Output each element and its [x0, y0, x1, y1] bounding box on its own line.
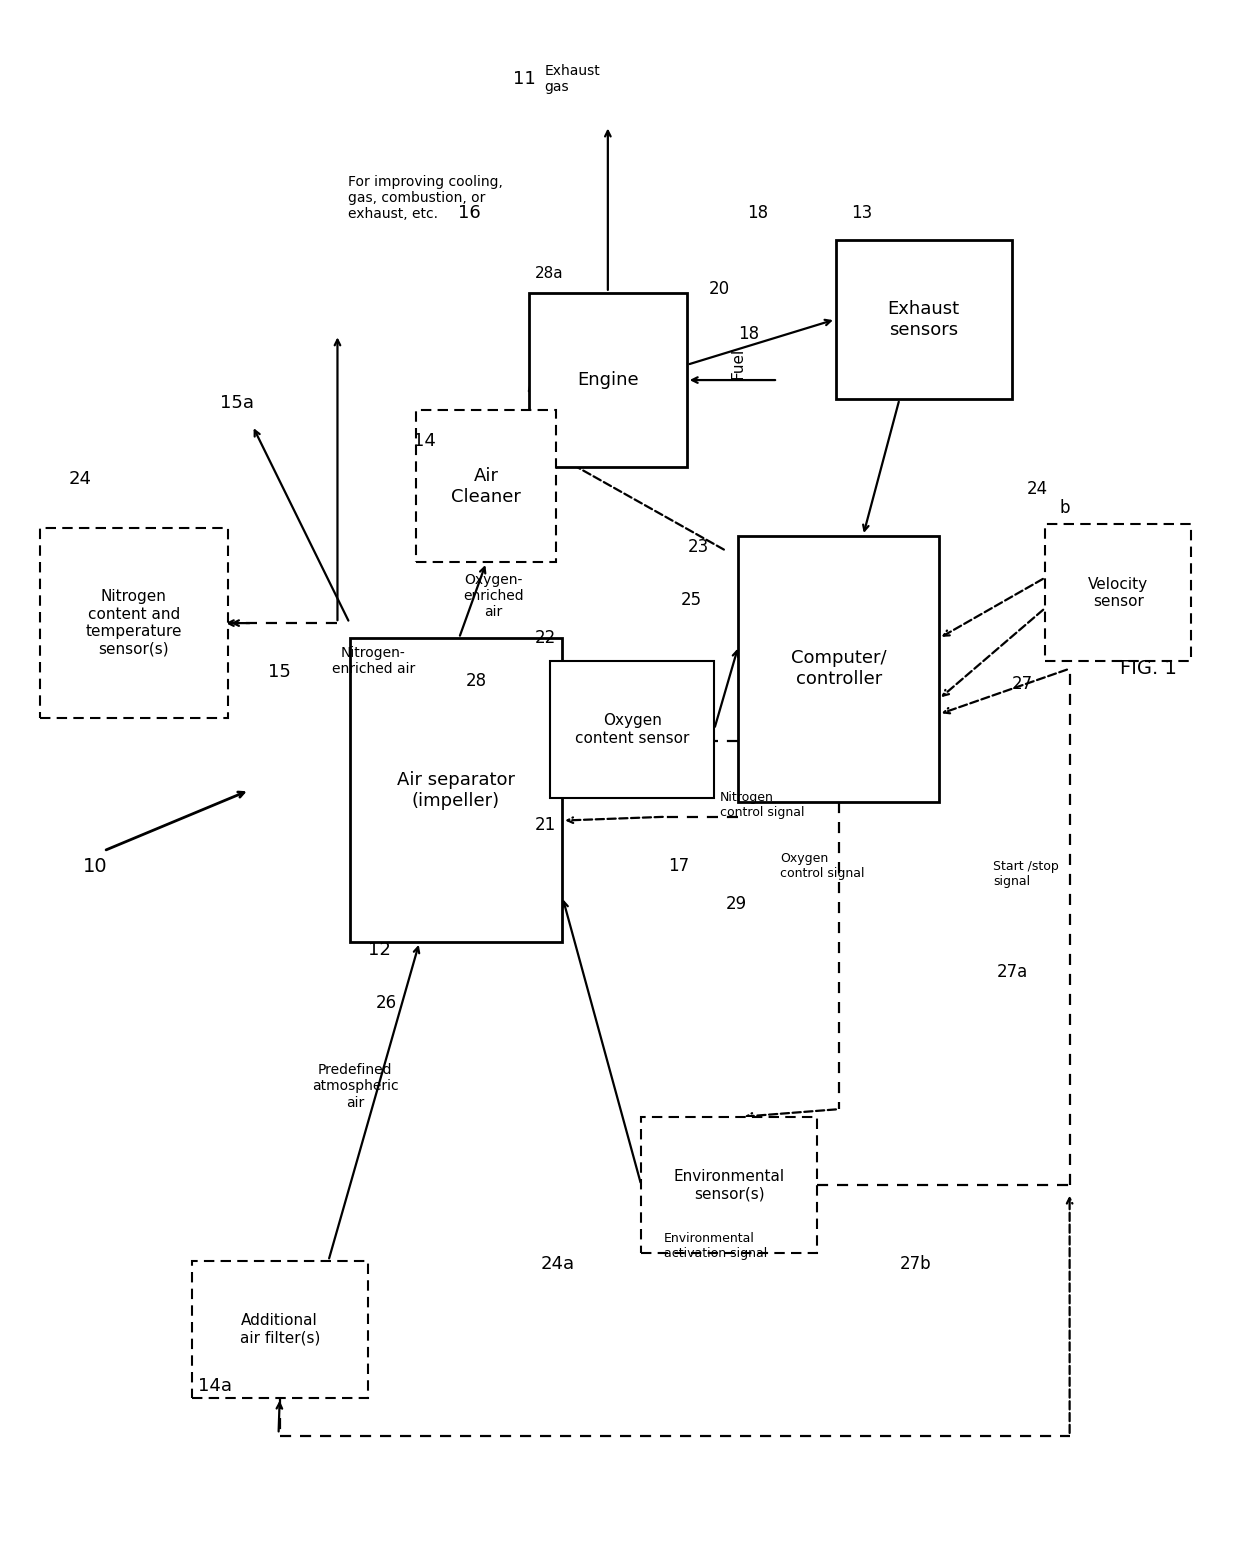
Text: Environmental
activation signal: Environmental activation signal	[663, 1232, 768, 1260]
Text: 25: 25	[681, 591, 702, 609]
Text: Computer/
controller: Computer/ controller	[791, 649, 887, 688]
Text: 29: 29	[725, 894, 746, 913]
Text: Exhaust
sensors: Exhaust sensors	[888, 299, 960, 339]
Text: 18: 18	[738, 326, 759, 344]
Text: Oxygen
control signal: Oxygen control signal	[780, 853, 866, 880]
Text: 10: 10	[83, 857, 108, 876]
Text: 15a: 15a	[221, 394, 254, 412]
Text: 27: 27	[1012, 674, 1033, 693]
Bar	[417, 411, 557, 563]
Bar	[739, 536, 939, 801]
Bar	[528, 293, 687, 468]
Text: 24: 24	[68, 470, 92, 488]
Text: b: b	[1060, 499, 1070, 516]
Bar	[836, 240, 1012, 398]
Bar	[40, 529, 228, 718]
Text: Start /stop
signal: Start /stop signal	[993, 860, 1059, 888]
Text: 20: 20	[709, 281, 730, 298]
Text: 13: 13	[851, 205, 872, 222]
Bar	[551, 660, 714, 798]
Text: 26: 26	[376, 994, 397, 1012]
Text: 21: 21	[534, 817, 557, 834]
Text: 28: 28	[466, 671, 487, 690]
Text: 28a: 28a	[534, 267, 563, 281]
Text: Oxygen
content sensor: Oxygen content sensor	[575, 713, 689, 746]
Bar	[1045, 524, 1192, 660]
Text: 15: 15	[268, 663, 290, 680]
Text: 23: 23	[688, 538, 709, 556]
Text: Nitrogen-
enriched air: Nitrogen- enriched air	[331, 646, 415, 676]
Text: 27b: 27b	[899, 1256, 931, 1273]
Text: Air separator
(impeller): Air separator (impeller)	[397, 770, 515, 809]
Text: Engine: Engine	[577, 370, 639, 389]
Text: 22: 22	[534, 629, 557, 648]
Text: 18: 18	[748, 205, 769, 222]
Text: 14a: 14a	[198, 1376, 232, 1395]
Text: FIG. 1: FIG. 1	[1120, 659, 1177, 679]
Text: 27a: 27a	[997, 964, 1028, 981]
Text: 12: 12	[368, 941, 392, 959]
Text: For improving cooling,
gas, combustion, or
exhaust, etc.: For improving cooling, gas, combustion, …	[347, 175, 502, 222]
Bar	[350, 639, 562, 942]
Text: Nitrogen
content and
temperature
sensor(s): Nitrogen content and temperature sensor(…	[86, 589, 182, 657]
Text: 14: 14	[413, 432, 436, 450]
Text: Predefined
atmospheric
air: Predefined atmospheric air	[311, 1063, 398, 1110]
Text: Nitrogen
control signal: Nitrogen control signal	[719, 792, 805, 820]
Bar	[192, 1262, 368, 1398]
Text: 24: 24	[1027, 480, 1048, 499]
Text: 11: 11	[513, 70, 536, 88]
Text: Air
Cleaner: Air Cleaner	[451, 467, 521, 505]
Text: Oxygen-
enriched
air: Oxygen- enriched air	[464, 572, 525, 618]
Text: Velocity
sensor: Velocity sensor	[1089, 577, 1148, 609]
Text: 16: 16	[459, 205, 481, 222]
Text: Additional
air filter(s): Additional air filter(s)	[239, 1313, 320, 1345]
Text: Environmental
sensor(s): Environmental sensor(s)	[673, 1169, 785, 1201]
Text: 17: 17	[668, 857, 689, 876]
Text: 24a: 24a	[541, 1256, 575, 1273]
Bar	[641, 1116, 817, 1254]
Text: Exhaust
gas: Exhaust gas	[544, 64, 600, 95]
Text: Fuel: Fuel	[730, 347, 745, 378]
